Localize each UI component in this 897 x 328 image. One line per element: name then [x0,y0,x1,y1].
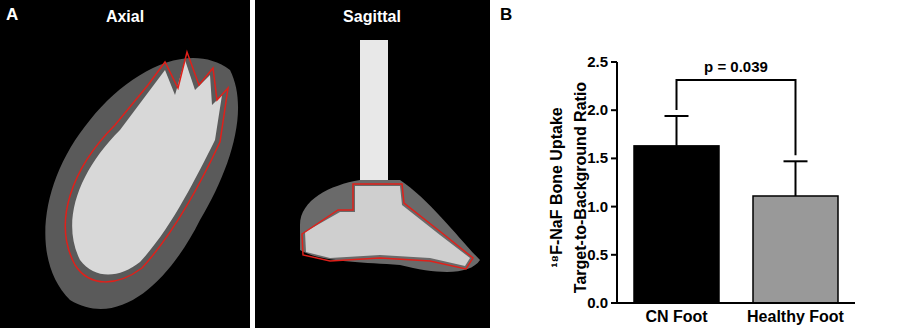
bar [753,196,838,303]
error-bar [665,116,689,146]
tick-label: 1.5 [587,149,608,166]
axial-bone [72,60,222,275]
category-label: CN Foot [645,308,708,325]
error-cap [784,160,808,162]
figure: AAxialSagittalB¹⁸F-NaF Bone UptakeTarget… [0,0,897,328]
sagittal-soft-tissue [300,180,480,272]
error-cap [665,115,689,117]
tick-label: 0.5 [587,246,608,263]
view-label: Axial [106,8,144,25]
plot-area [634,116,838,303]
error-stem [676,116,678,146]
axial-image [0,0,250,328]
panel-a: A Axial Sagittal [0,0,490,328]
sagittal-image [255,0,490,328]
sagittal-roi [302,184,473,269]
x-axis [616,302,855,304]
category-label: Healthy Foot [747,308,845,325]
error-stem [795,161,797,196]
axis-title: ¹⁸F-NaF Bone Uptake [548,107,565,268]
tick-label: 2.0 [587,101,608,118]
panel-label: A [6,5,18,24]
significance-bracket [677,80,796,155]
annotation: p = 0.039 [704,58,768,75]
error-bar [784,161,808,196]
view-label: Sagittal [343,8,401,25]
tick-label: 1.0 [587,198,608,215]
tick-label: 0.0 [587,294,608,311]
bar [634,146,719,303]
tick-label: 2.5 [587,53,608,70]
axial-roi [65,52,228,282]
panel-label: B [500,5,512,24]
panel-b: B¹⁸F-NaF Bone UptakeTarget-to-Background… [500,5,855,325]
sagittal-bone [305,186,470,266]
y-axis [616,62,618,304]
